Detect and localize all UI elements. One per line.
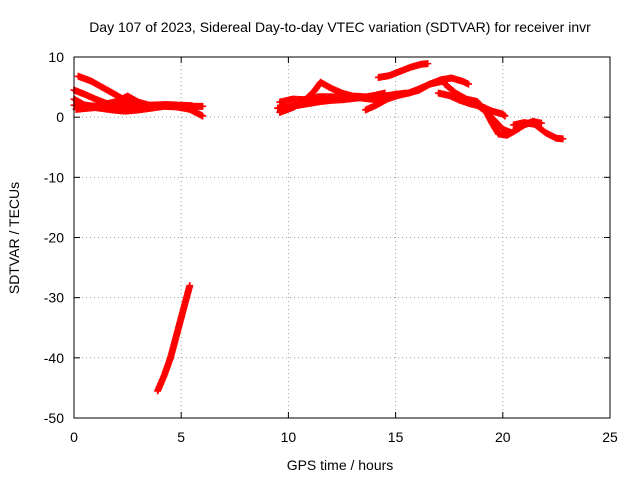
y-tick-label: -40 — [44, 350, 64, 366]
y-tick-label: -50 — [44, 410, 64, 426]
x-tick-label: 0 — [70, 429, 78, 445]
x-tick-label: 15 — [388, 429, 404, 445]
y-axis-label: SDTVAR / TECUs — [6, 182, 22, 294]
data-series-arc-11 — [374, 60, 432, 81]
data-series-arc-6 — [154, 282, 194, 395]
data-point-marker — [381, 89, 389, 97]
data-point-marker — [537, 119, 545, 127]
x-tick-label: 10 — [281, 429, 297, 445]
axis-ticks: 0 5 10 15 20 25 -50 -40 -30 -20 -10 0 10 — [44, 49, 618, 445]
y-tick-label: -20 — [44, 230, 64, 246]
x-tick-label: 20 — [495, 429, 511, 445]
y-tick-label: -30 — [44, 290, 64, 306]
y-tick-label: -10 — [44, 169, 64, 185]
data-points — [70, 60, 567, 395]
data-series-arc-15 — [473, 101, 545, 139]
data-point-marker — [186, 282, 194, 290]
x-tick-label: 5 — [177, 429, 185, 445]
data-point-marker — [188, 102, 196, 110]
data-series-arc-9 — [274, 89, 389, 112]
data-point-marker — [464, 80, 472, 88]
data-point-marker — [500, 111, 508, 119]
data-point-marker — [199, 102, 207, 110]
data-series-arc-16 — [510, 119, 567, 143]
y-tick-label: 10 — [48, 49, 64, 65]
y-tick-label: 0 — [56, 109, 64, 125]
chart-title: Day 107 of 2023, Sidereal Day-to-day VTE… — [89, 19, 591, 35]
data-point-marker — [501, 112, 509, 120]
data-series-arc-13 — [434, 89, 509, 120]
data-series-arc-5 — [72, 101, 196, 113]
x-tick-label: 25 — [602, 429, 618, 445]
data-point-marker — [199, 112, 207, 120]
x-axis-label: GPS time / hours — [287, 457, 394, 473]
data-point-marker — [559, 135, 567, 143]
data-point-marker — [424, 60, 432, 68]
data-series-arc-12 — [404, 77, 451, 97]
